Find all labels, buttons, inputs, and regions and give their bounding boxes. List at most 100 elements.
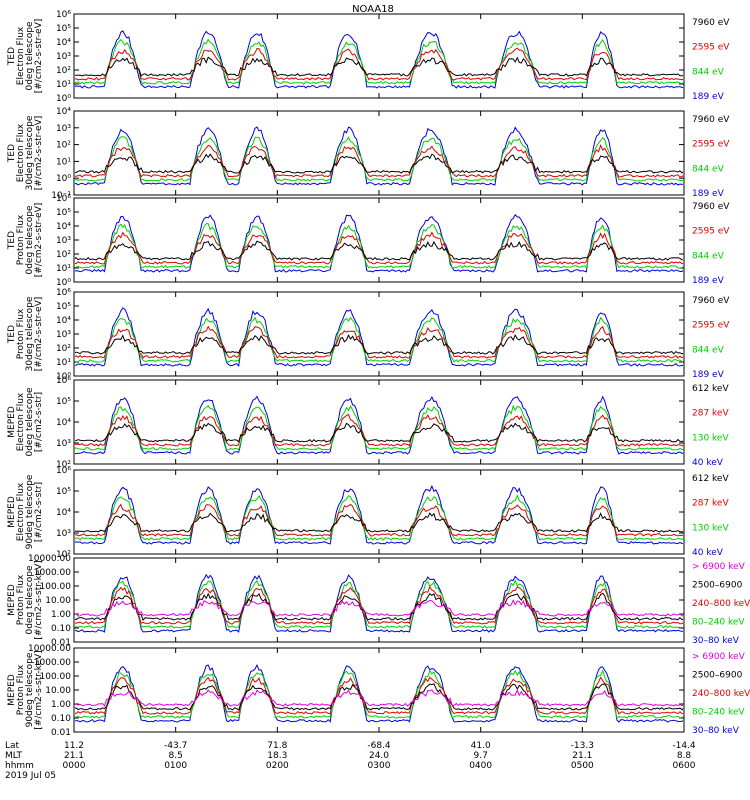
x-tick-label: 0000	[63, 761, 86, 771]
x-axis-rows: Lat 11.2 -43.7 71.8 -68.4 41.0 -13.3 -14.4 MLT 21…	[5, 741, 696, 781]
legend-entry: 287 keV	[692, 409, 729, 419]
legend-entry: 2595 eV	[692, 140, 730, 150]
flux-traces	[75, 213, 683, 273]
flux-trace	[75, 325, 683, 359]
y-tick-label: 10⁰	[56, 372, 71, 382]
y-tick-label: 10⁵	[56, 397, 71, 407]
y-tick-label: 100.00	[40, 582, 72, 592]
y-tick-label: 10¹	[56, 80, 71, 90]
legend-entry: 2595 eV	[692, 43, 730, 53]
y-tick-label: 10²	[56, 141, 71, 151]
y-tick-label: 10²	[56, 550, 71, 560]
flux-trace	[75, 307, 683, 368]
flux-traces	[75, 126, 683, 186]
legend-entry: 80–240 keV	[692, 618, 745, 628]
y-tick-label: 10⁰	[56, 278, 71, 288]
x-tick-label: 11.2	[64, 741, 84, 751]
legend-entry: 2500–6900	[692, 581, 743, 591]
y-tick-label: 10⁴	[56, 38, 71, 48]
x-tick-label: 21.1	[64, 751, 84, 761]
y-tick-label: 10⁰	[56, 94, 71, 104]
x-tick-label: 8.5	[169, 751, 183, 761]
flux-traces	[75, 573, 683, 633]
y-tick-label: 10⁵	[56, 302, 71, 312]
legend-entry: 287 keV	[692, 499, 729, 509]
legend-entry: 130 keV	[692, 433, 729, 443]
flux-trace	[75, 599, 683, 617]
legend-entry: 844 eV	[692, 251, 725, 261]
flux-trace	[75, 316, 683, 363]
y-tick-label: 10³	[56, 124, 71, 134]
y-axis-label: TEDElectron Flux0deg telescope[#/cm2-s-s…	[7, 19, 44, 94]
y-tick-label: 10¹	[56, 358, 71, 368]
y-tick-label: 0.10	[51, 714, 71, 724]
x-tick-label: -13.3	[571, 741, 594, 751]
flux-trace	[75, 664, 683, 723]
y-tick-label: 10²	[56, 344, 71, 354]
y-axis-label: TEDProton Flux0deg telescope[#/cm2-s-str…	[7, 203, 44, 278]
legend-entry: 7960 eV	[692, 202, 730, 212]
legend-entry: 2595 eV	[692, 321, 730, 331]
y-tick-label: 10⁶	[56, 376, 71, 386]
panel-4: 10⁶ 10⁵ 10⁴ 10³ 10² 10¹ 10⁰ TEDProton Flux30deg…	[7, 288, 730, 382]
x-row-label: Lat	[5, 741, 20, 751]
flux-traces	[75, 307, 683, 368]
flux-traces	[75, 484, 683, 545]
flux-traces	[75, 664, 683, 723]
y-axis-label: TEDProton Flux30deg telescope[#/cm2-s-st…	[7, 296, 44, 371]
flux-trace	[75, 494, 683, 541]
legend-entry: 844 eV	[692, 164, 725, 174]
flux-trace	[75, 30, 683, 89]
date-label: 2019 Jul 05	[5, 771, 56, 781]
flux-trace	[75, 126, 683, 186]
flux-trace	[75, 484, 683, 545]
legend-entry: 40 keV	[692, 458, 724, 468]
x-tick-label: 0200	[266, 761, 289, 771]
flux-trace	[75, 422, 683, 443]
y-axis-label: MEPEDElectron Flux0deg telescope[#/cm2-s…	[7, 387, 44, 457]
x-tick-label: 18.3	[267, 751, 287, 761]
y-tick-label: 10⁰	[56, 174, 71, 184]
flux-trace	[75, 592, 683, 621]
flux-trace	[75, 223, 683, 270]
y-tick-label: 10²	[56, 66, 71, 76]
y-tick-label: 10⁶	[56, 194, 71, 204]
y-tick-label: 10⁵	[56, 487, 71, 497]
flux-trace	[75, 573, 683, 633]
legend-entry: 612 keV	[692, 474, 729, 484]
flux-trace	[75, 503, 683, 537]
flux-trace	[75, 231, 683, 265]
y-axis-label: MEPEDProton Flux0deg telescope[#/cm2-s-s…	[7, 560, 44, 639]
legend-entry: 844 eV	[692, 67, 725, 77]
flux-trace	[75, 38, 683, 85]
y-tick-label: 0.01	[51, 728, 71, 738]
flux-trace	[75, 585, 683, 625]
y-tick-label: 0.01	[51, 638, 71, 648]
y-tick-label: 10¹	[56, 157, 71, 167]
flux-trace	[75, 512, 683, 533]
legend-entry: 844 eV	[692, 345, 725, 355]
y-tick-label: 10⁵	[56, 24, 71, 34]
panel-frame	[73, 13, 685, 99]
x-tick-label: 21.1	[572, 751, 592, 761]
y-tick-label: 10⁴	[56, 222, 71, 232]
flux-trace	[75, 213, 683, 273]
chart-title: NOAA18	[352, 4, 394, 15]
legend-entry: 80–240 keV	[692, 708, 745, 718]
legend-entry: 240–800 keV	[692, 599, 750, 609]
panel-3: 10⁶ 10⁵ 10⁴ 10³ 10² 10¹ 10⁰ TEDProton Flux0deg …	[7, 194, 730, 288]
flux-trace	[75, 136, 683, 182]
x-row-label: MLT	[5, 751, 23, 761]
x-tick-label: 8.8	[677, 751, 692, 761]
y-tick-label: 1.00	[51, 700, 71, 710]
panel-7: 10000.00 1000.00 100.00 10.00 1.00 0.10 0.01 ME…	[7, 554, 750, 648]
panel-5: 10⁶ 10⁵ 10⁴ 10³ 10² MEPEDElectron Flux0deg te…	[7, 376, 729, 470]
y-tick-label: 10³	[56, 330, 71, 340]
legend-entry: 30–80 keV	[692, 726, 740, 736]
legend-entry: 189 eV	[692, 189, 725, 199]
legend-entry: 2595 eV	[692, 227, 730, 237]
flux-traces	[75, 395, 683, 455]
legend-entry: 2500–6900	[692, 671, 743, 681]
flux-traces	[75, 30, 683, 89]
